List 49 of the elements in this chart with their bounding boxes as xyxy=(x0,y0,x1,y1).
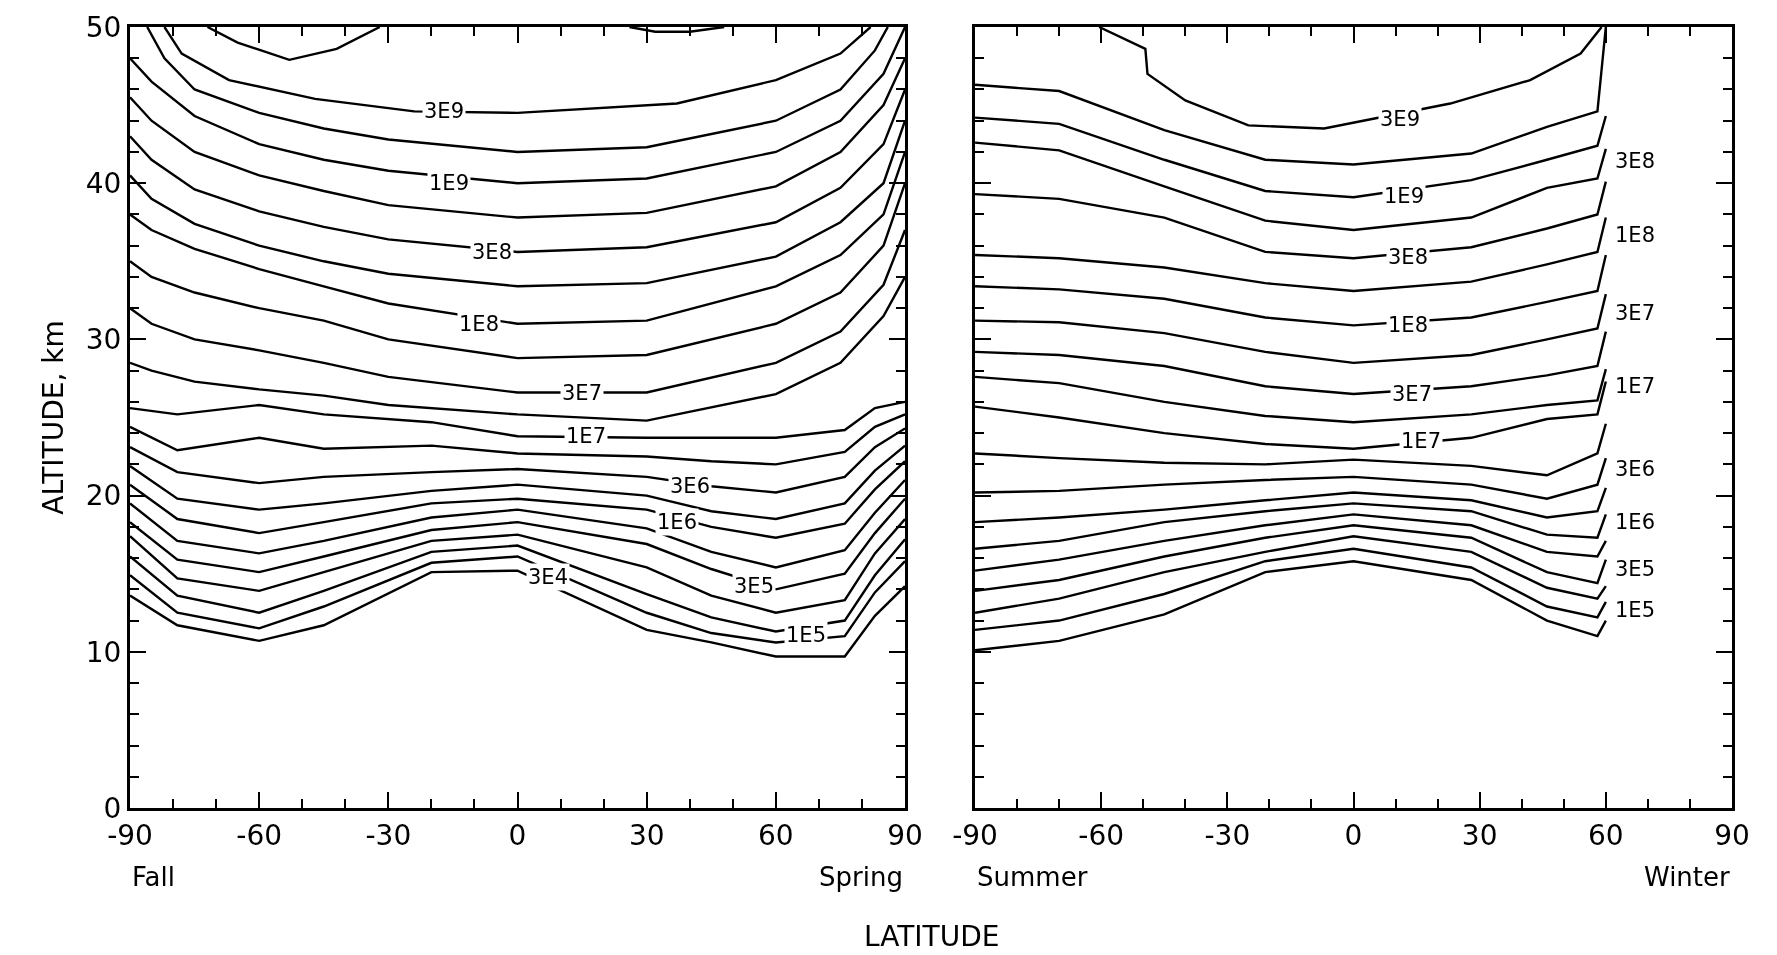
x-tick-label: -30 xyxy=(365,818,412,852)
annotation: 1E5 xyxy=(1615,598,1655,622)
annotation: 3E9 xyxy=(424,99,464,123)
annotation: 1E9 xyxy=(429,171,469,195)
annotation: 3E8 xyxy=(472,240,512,264)
x-tick-label: 30 xyxy=(628,818,665,852)
text: Winter xyxy=(1644,862,1731,892)
x-tick-label: -90 xyxy=(952,818,998,852)
annotation: 3E5 xyxy=(1615,557,1655,581)
annotation: 3E7 xyxy=(1392,382,1432,406)
annotation: 1E7 xyxy=(566,424,606,448)
x-tick-label: 0 xyxy=(1344,818,1363,852)
x-tick-label: 0 xyxy=(508,818,527,852)
x-tick-label: 90 xyxy=(887,818,923,852)
annotation: 3E7 xyxy=(562,381,602,405)
x-axis-title: LATITUDE xyxy=(864,920,1000,953)
annotation: 3E9 xyxy=(1380,107,1420,131)
annotation: 3E6 xyxy=(1615,457,1655,481)
annotation: 3E8 xyxy=(1388,245,1428,269)
y-axis-title: ALTITUDE, km xyxy=(37,320,71,515)
annotation: 1E8 xyxy=(1388,313,1428,337)
x-tick-label: 60 xyxy=(758,818,794,852)
annotation: 3E7 xyxy=(1615,301,1655,325)
x-tick-label: -60 xyxy=(1078,818,1125,852)
y-tick-label: 40 xyxy=(85,167,122,200)
y-tick-label: 30 xyxy=(85,323,122,357)
text: Spring xyxy=(819,862,903,892)
annotation: 1E8 xyxy=(1615,223,1655,247)
annotation: 1E8 xyxy=(459,312,499,336)
text: Summer xyxy=(977,862,1088,892)
y-tick-label: 10 xyxy=(85,635,122,669)
x-tick-label: -60 xyxy=(236,818,283,852)
x-tick-label: 60 xyxy=(1588,818,1624,852)
annotation: 1E7 xyxy=(1615,374,1655,398)
annotation: 1E6 xyxy=(657,510,697,534)
x-tick-label: -30 xyxy=(1204,818,1251,852)
annotation: 3E8 xyxy=(1615,149,1655,173)
annotation: 1E6 xyxy=(1615,510,1655,534)
y-tick-label: 50 xyxy=(85,10,122,44)
text: Fall xyxy=(132,862,175,892)
annotation: 3E4 xyxy=(528,565,568,589)
x-tick-label: 30 xyxy=(1461,818,1498,852)
annotation: 1E7 xyxy=(1401,429,1441,453)
annotation: 1E5 xyxy=(786,623,826,647)
annotation: 3E6 xyxy=(670,474,710,498)
annotation: 3E5 xyxy=(734,574,774,598)
x-tick-label: 90 xyxy=(1714,818,1750,852)
y-tick-label: 20 xyxy=(85,479,122,513)
annotation: 1E9 xyxy=(1384,184,1424,208)
